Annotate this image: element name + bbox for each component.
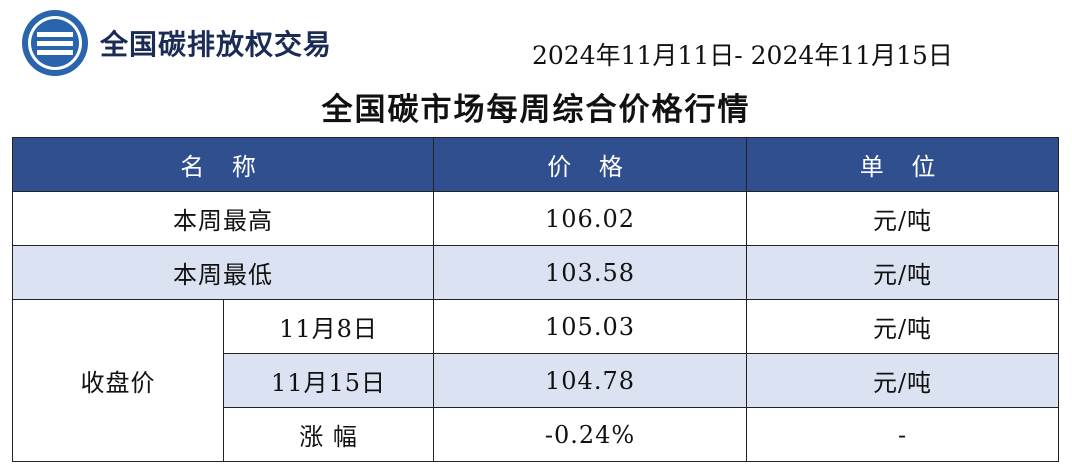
row-unit: 元/吨 <box>746 245 1060 300</box>
row-price: 103.58 <box>433 245 748 300</box>
row-price: 104.78 <box>433 353 748 408</box>
table-row: 本周最低 103.58 元/吨 <box>11 245 1060 300</box>
row-unit: 元/吨 <box>746 353 1060 408</box>
date-range: 2024年11月11日- 2024年11月15日 <box>532 41 953 70</box>
row-price: 106.02 <box>433 191 748 246</box>
table-row: 本周最高 106.02 元/吨 <box>11 191 1060 246</box>
row-unit: 元/吨 <box>746 299 1060 354</box>
row-name: 11月15日 <box>222 353 435 408</box>
row-unit: 元/吨 <box>746 191 1060 246</box>
header-unit: 单 位 <box>746 137 1060 192</box>
row-price: -0.24% <box>433 407 748 462</box>
page-title: 全国碳市场每周综合价格行情 <box>321 92 751 128</box>
closing-price-label: 收盘价 <box>12 299 224 462</box>
row-price: 105.03 <box>433 299 748 354</box>
row-unit: - <box>746 407 1060 462</box>
row-name: 本周最高 <box>11 191 435 246</box>
row-name: 涨 幅 <box>222 407 435 462</box>
header-name: 名 称 <box>11 137 435 192</box>
row-name: 11月8日 <box>222 299 435 354</box>
header-logo: 全国碳排放权交易 <box>20 8 332 78</box>
brand-name: 全国碳排放权交易 <box>100 28 333 61</box>
table-header-row: 名 称 价 格 单 位 <box>11 137 1060 192</box>
row-name: 本周最低 <box>11 245 435 300</box>
price-table: 名 称 价 格 单 位 本周最高 106.02 元/吨 本周最低 103.58 … <box>11 137 1060 462</box>
carbon-exchange-logo-icon <box>22 10 88 76</box>
header-price: 价 格 <box>433 137 748 192</box>
table-row: 收盘价 11月8日 105.03 元/吨 <box>12 299 1060 462</box>
